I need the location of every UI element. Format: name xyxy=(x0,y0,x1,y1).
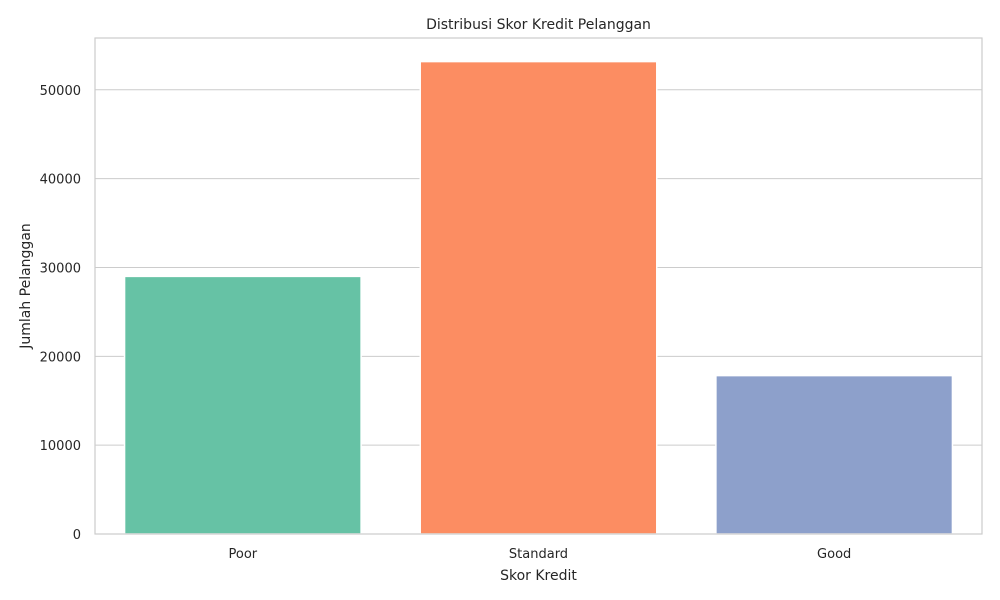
bar-poor xyxy=(123,275,362,535)
bars-layer xyxy=(123,60,954,535)
bar-good xyxy=(715,374,954,535)
chart-title: Distribusi Skor Kredit Pelanggan xyxy=(426,17,651,33)
y-axis-label: Jumlah Pelanggan xyxy=(18,223,34,350)
x-tick-label-poor: Poor xyxy=(229,547,258,562)
y-tick-label: 10000 xyxy=(40,439,81,454)
y-tick-label: 50000 xyxy=(40,84,81,99)
bar-standard xyxy=(419,60,658,535)
x-tick-label-standard: Standard xyxy=(509,547,568,562)
plot-area-frame xyxy=(94,37,983,535)
y-tick-label: 0 xyxy=(73,528,81,543)
y-tick-label: 20000 xyxy=(40,350,81,365)
x-axis-label: Skor Kredit xyxy=(500,568,577,584)
y-tick-label: 40000 xyxy=(40,173,81,188)
y-tick-label: 30000 xyxy=(40,261,81,276)
x-tick-label-good: Good xyxy=(817,547,851,562)
y-tick-labels: 0 10000 20000 30000 40000 50000 xyxy=(40,84,81,543)
x-tick-labels: Poor Standard Good xyxy=(229,547,852,562)
